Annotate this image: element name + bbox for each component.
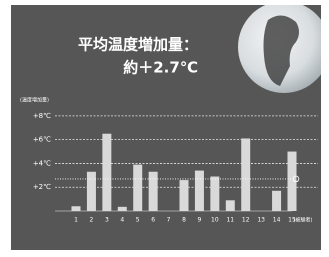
bar <box>241 138 250 211</box>
y-tick-label: +4℃ <box>33 159 51 167</box>
bar <box>272 191 281 211</box>
x-tick-label: 9 <box>198 217 202 224</box>
bar <box>118 207 127 211</box>
x-tick-label: 14 <box>273 217 281 224</box>
bar <box>226 200 235 211</box>
x-axis-label: (被験者) <box>294 217 313 224</box>
x-tick-label: 11 <box>226 217 234 224</box>
bar <box>149 172 158 211</box>
y-tick-label: +8℃ <box>33 112 51 120</box>
chart-title: 平均温度増加量： <box>78 36 198 54</box>
x-tick-label: 2 <box>90 217 94 224</box>
x-tick-label: 15 <box>288 217 296 224</box>
bar <box>102 134 111 211</box>
y-tick-label: +2℃ <box>33 183 51 191</box>
x-tick-label: 13 <box>257 217 265 224</box>
x-tick-label: 8 <box>182 217 186 224</box>
bar <box>72 206 81 211</box>
x-tick-label: 7 <box>167 217 171 224</box>
x-tick-label: 3 <box>105 217 109 224</box>
bar <box>210 177 219 211</box>
x-tick-label: 1 <box>74 217 78 224</box>
bar <box>133 165 142 211</box>
chart: 平均温度増加量： 約＋2.7℃ (温度増加量) (被験者) +2℃ +4℃ +6℃ +… <box>0 0 329 257</box>
x-tick-label: 4 <box>120 217 124 224</box>
bar <box>87 172 96 211</box>
y-tick-label: +6℃ <box>33 136 51 144</box>
chart-subtitle: 約＋2.7℃ <box>123 59 198 77</box>
y-axis-label: (温度増加量) <box>20 97 49 104</box>
x-tick-label: 5 <box>136 217 140 224</box>
bar <box>180 180 189 211</box>
x-tick-label: 10 <box>211 217 219 224</box>
x-tick-label: 12 <box>242 217 250 224</box>
x-tick-label: 6 <box>151 217 155 224</box>
bar <box>195 171 204 211</box>
